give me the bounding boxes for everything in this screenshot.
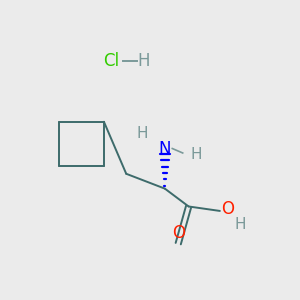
Text: Cl: Cl [103,52,119,70]
Text: O: O [221,200,234,218]
Text: H: H [190,147,202,162]
Text: H: H [235,217,246,232]
Text: H: H [138,52,150,70]
Text: O: O [172,224,185,242]
Text: H: H [137,126,148,141]
Text: N: N [159,140,171,158]
